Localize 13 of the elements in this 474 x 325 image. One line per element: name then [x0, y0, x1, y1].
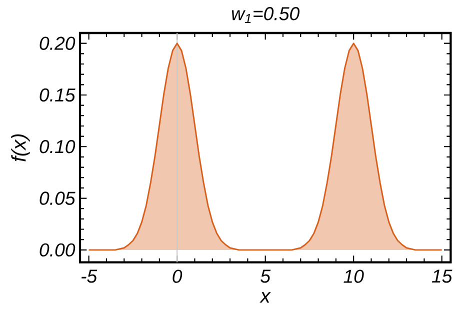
- y-tick-label: 0.10: [40, 140, 76, 154]
- x-tick-label: 15: [432, 270, 452, 283]
- y-tick-label: 0.00: [40, 243, 76, 257]
- x-tick-label: 0: [172, 270, 182, 283]
- x-tick-label: 10: [344, 270, 364, 283]
- y-tick-label: 0.15: [40, 88, 76, 102]
- y-axis-title: f(x): [11, 134, 30, 162]
- x-tick-label: 5: [260, 270, 271, 283]
- y-tick-label: 0.20: [40, 36, 76, 50]
- x-axis-title: x: [260, 292, 271, 303]
- y-tick-label: 0.05: [40, 192, 76, 205]
- x-tick-label: -5: [81, 270, 98, 283]
- chart-title: w$_{1}$=0.50: [232, 7, 300, 23]
